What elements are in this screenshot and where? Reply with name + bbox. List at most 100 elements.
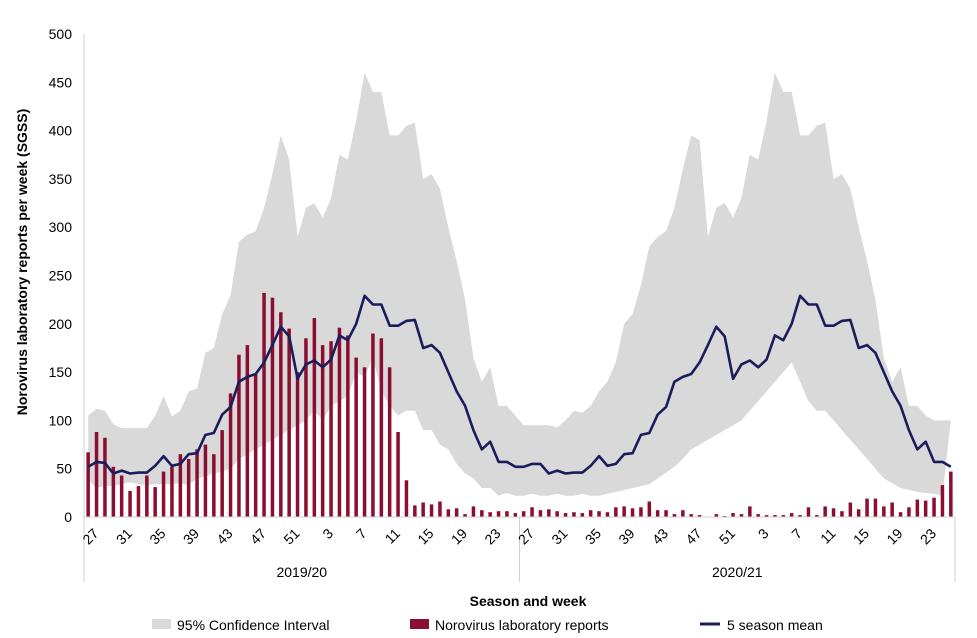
report-bar: [186, 459, 191, 517]
report-bar: [228, 393, 233, 517]
report-bar: [354, 357, 358, 517]
report-bar: [396, 432, 400, 517]
confidence-interval-band: [88, 72, 951, 496]
report-bar: [580, 513, 585, 517]
legend-label-mean: 5 season mean: [727, 617, 823, 633]
report-bar: [848, 502, 853, 517]
x-tick-label: 51: [280, 525, 302, 547]
report-bar: [128, 490, 132, 517]
x-tick-label: 11: [817, 525, 839, 547]
report-bar: [672, 514, 677, 517]
x-tick-label: 47: [247, 525, 269, 547]
report-bar: [789, 513, 794, 517]
report-bar: [145, 475, 149, 517]
report-bar: [119, 475, 124, 517]
report-bar: [413, 505, 417, 517]
x-tick-label: 3: [319, 525, 336, 542]
y-tick-labels: 0 50 100 150 200 250 300 350 400 450 500: [49, 26, 73, 525]
x-tick-label: 19: [448, 525, 470, 547]
report-bar: [203, 444, 208, 517]
report-bar: [438, 501, 442, 517]
report-bar: [655, 510, 660, 517]
y-tick-label: 250: [49, 268, 73, 284]
report-bar: [873, 498, 878, 517]
report-bar: [212, 454, 216, 517]
report-bar: [480, 510, 484, 517]
report-bar: [446, 509, 451, 517]
report-bar: [404, 480, 409, 517]
x-tick-label: 31: [548, 525, 570, 547]
report-bar: [714, 514, 719, 517]
report-bar: [647, 501, 652, 517]
y-tick-label: 150: [49, 364, 73, 380]
report-bar: [496, 511, 501, 517]
report-bar: [882, 506, 886, 517]
report-bar: [756, 514, 760, 517]
report-bar: [681, 510, 685, 517]
report-bar: [739, 514, 744, 517]
x-tick-label: 31: [113, 525, 135, 547]
report-bar: [806, 507, 811, 517]
report-bar: [898, 512, 903, 517]
report-bar: [664, 510, 668, 517]
report-bar: [387, 367, 392, 517]
line-layer: [87, 294, 952, 475]
report-bar: [823, 506, 827, 517]
report-bar: [538, 510, 543, 517]
y-axis-title: Norovirus laboratory reports per week (S…: [14, 109, 30, 416]
y-tick-label: 300: [49, 219, 73, 235]
report-bar: [329, 341, 333, 517]
mean-line: [87, 294, 952, 475]
y-tick-label: 450: [49, 74, 73, 90]
report-bar: [856, 509, 861, 517]
x-tick-label: 7: [353, 525, 370, 542]
x-tick-label: 39: [615, 525, 637, 547]
x-tick-label: 3: [755, 525, 772, 542]
report-bar: [890, 502, 894, 517]
report-bar: [605, 512, 610, 517]
report-bar: [865, 498, 869, 517]
x-tick-label: 27: [79, 525, 101, 547]
x-tick-label: 7: [788, 525, 805, 542]
report-bar: [513, 513, 518, 517]
season-labels: 2019/20 2020/21: [276, 564, 762, 580]
report-bar: [622, 506, 626, 517]
x-tick-label: 23: [481, 525, 503, 547]
y-tick-label: 500: [49, 26, 73, 42]
report-bar: [170, 466, 174, 517]
report-bar: [840, 511, 844, 517]
report-bar: [178, 454, 183, 517]
report-bar: [153, 487, 157, 517]
report-bar: [304, 338, 308, 517]
report-bar: [362, 367, 367, 517]
y-tick-label: 400: [49, 123, 73, 139]
x-tick-label: 11: [382, 525, 404, 547]
y-tick-label: 0: [64, 509, 72, 525]
legend-swatch-ci: [152, 619, 171, 629]
report-bar: [689, 514, 693, 517]
report-bar: [563, 513, 568, 517]
report-bar: [136, 486, 141, 517]
report-bar: [379, 338, 384, 517]
report-bar: [731, 513, 735, 517]
report-bar: [161, 471, 166, 517]
report-bar: [798, 515, 802, 517]
report-bar: [471, 506, 476, 517]
report-bar: [312, 318, 317, 517]
report-bar: [555, 511, 559, 517]
report-bar: [237, 354, 241, 517]
season-label: 2019/20: [276, 564, 327, 580]
report-bar: [220, 430, 224, 517]
report-bar: [764, 515, 769, 517]
x-tick-label: 35: [146, 525, 168, 547]
x-tick-label: 23: [917, 525, 939, 547]
report-bar: [86, 452, 90, 517]
y-tick-label: 50: [56, 461, 72, 477]
report-bar: [630, 508, 635, 517]
report-bar: [530, 507, 534, 517]
x-tick-label: 51: [716, 525, 738, 547]
x-tick-label: 15: [850, 525, 872, 547]
report-bar: [547, 509, 551, 517]
axis-layer: [83, 34, 956, 582]
report-bar: [262, 292, 266, 517]
